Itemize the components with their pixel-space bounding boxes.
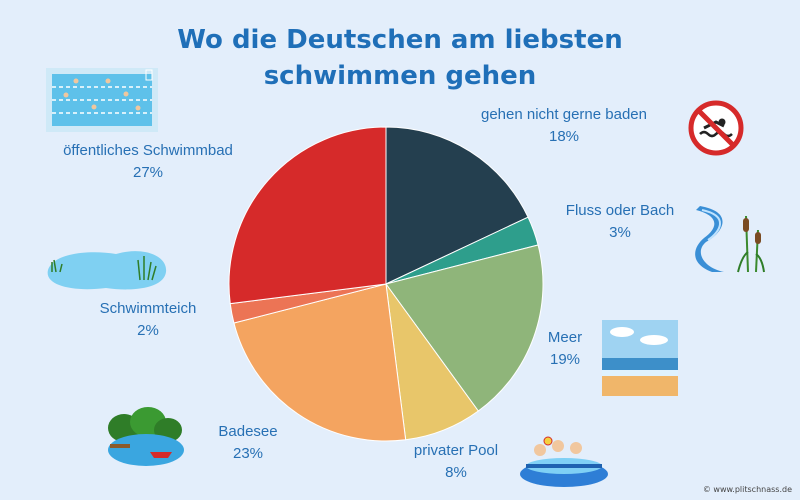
label-schwimmteich: Schwimmteich 2% <box>99 300 197 339</box>
label-gehen-nicht-gerne-baden: gehen nicht gerne baden 18% <box>481 106 647 145</box>
lake-with-boat-icon <box>108 407 184 466</box>
swimming-pool-icon <box>46 68 158 132</box>
pie-slice-2 <box>385 244 544 412</box>
pie-slice-0 <box>385 126 529 285</box>
sea-beach-icon <box>602 320 678 396</box>
inflatable-pool-kids-icon <box>520 436 608 487</box>
pond-with-reeds-icon <box>47 251 167 290</box>
label-fluss-oder-bach: Fluss oder Bach 3% <box>565 202 675 241</box>
label-meer: Meer 19% <box>547 329 583 368</box>
label-badesee: Badesee 23% <box>218 423 278 462</box>
pie-slice-6 <box>228 126 387 305</box>
chart-title-line-1: Wo die Deutschen am liebsten <box>177 25 623 55</box>
no-swimming-sign-icon <box>688 100 744 156</box>
pie-slice-4 <box>233 283 407 442</box>
label-oeffentliches-schwimmbad: öffentliches Schwimmbad 27% <box>63 142 233 181</box>
chart-title: Wo die Deutschen am liebsten schwimmen g… <box>0 22 800 94</box>
chart-title-line-2: schwimmen gehen <box>263 61 537 91</box>
label-privater-pool: privater Pool 8% <box>413 442 499 481</box>
copyright-credit: © www.plitschnass.de <box>702 485 792 494</box>
river-with-reeds-icon <box>695 206 765 273</box>
